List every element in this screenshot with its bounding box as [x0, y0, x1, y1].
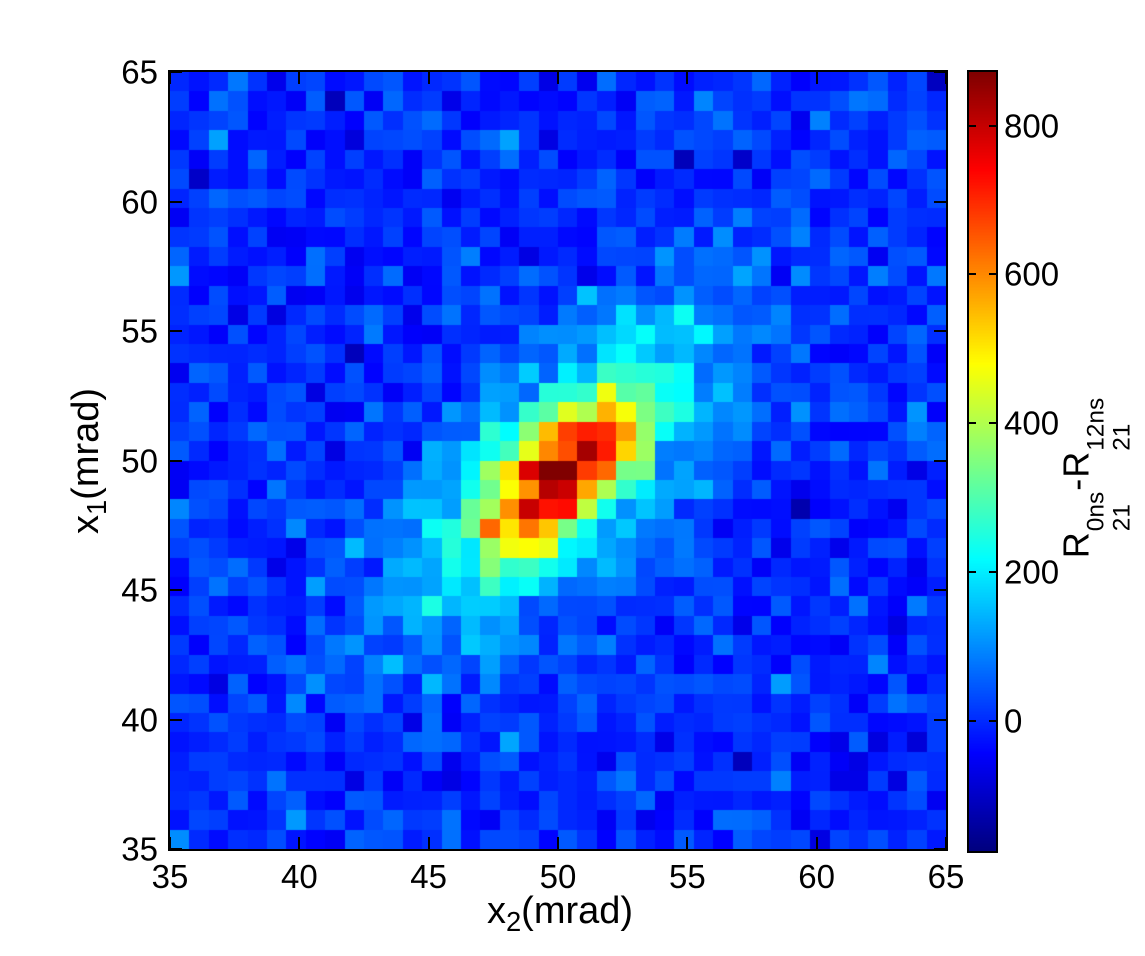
colorbar-label-term1-base: R	[1055, 532, 1097, 559]
tick-mark	[170, 848, 182, 850]
tick-mark	[934, 718, 946, 721]
tick-mark	[427, 837, 430, 849]
colorbar-tick-label: 200	[1004, 553, 1060, 591]
colorbar-label-term1-sub: 21	[1108, 504, 1136, 532]
colorbar-label-term2-base: R	[1055, 451, 1097, 478]
tick-mark	[686, 72, 689, 84]
tick-mark	[989, 124, 996, 127]
y-tick-label: 60	[121, 183, 158, 220]
y-axis-label-unit: (mrad)	[65, 387, 107, 500]
y-axis-label: x1(mrad)	[65, 387, 112, 535]
tick-mark	[945, 72, 947, 84]
colorbar-label-term1-sup: 0ns	[1082, 491, 1110, 532]
tick-mark	[969, 570, 976, 573]
x-tick-label: 50	[539, 858, 577, 895]
tick-mark	[427, 72, 430, 84]
tick-mark	[170, 459, 182, 462]
tick-mark	[989, 719, 996, 722]
tick-mark	[945, 837, 947, 849]
colorbar-tick-label: 400	[1004, 404, 1060, 442]
x-tick-label: 40	[280, 858, 318, 895]
tick-mark	[934, 848, 946, 850]
colorbar-label-term2-sup: 12ns	[1082, 397, 1110, 451]
tick-mark	[170, 589, 182, 591]
y-axis-label-base: x	[65, 515, 107, 535]
colorbar-tick-label: 600	[1004, 255, 1060, 293]
tick-mark	[934, 459, 946, 462]
tick-mark	[557, 72, 559, 84]
x-axis-label: x2(mrad)	[486, 890, 634, 935]
colorbar-gradient	[969, 72, 996, 851]
tick-mark	[298, 72, 301, 84]
tick-mark	[170, 718, 182, 721]
plot-area	[168, 70, 948, 851]
tick-mark	[815, 837, 818, 849]
y-tick-label: 40	[121, 701, 158, 738]
x-axis-label-unit: (mrad)	[521, 890, 634, 932]
y-tick-label: 55	[121, 312, 158, 350]
y-axis-label-subscript: 1	[80, 499, 112, 516]
tick-mark	[169, 72, 171, 84]
tick-mark	[934, 200, 946, 203]
x-tick-label: 65	[927, 858, 965, 895]
tick-mark	[989, 273, 996, 276]
tick-mark	[969, 124, 976, 127]
x-tick-label: 35	[151, 858, 189, 895]
tick-mark	[969, 273, 976, 276]
tick-mark	[298, 837, 301, 849]
y-tick-label: 65	[121, 53, 158, 91]
tick-mark	[169, 837, 171, 849]
colorbar-label-term2-sub: 21	[1108, 423, 1136, 451]
tick-mark	[934, 589, 946, 591]
y-tick-label: 50	[121, 442, 158, 479]
colorbar-label-operator: -	[1055, 478, 1097, 491]
tick-mark	[170, 200, 182, 203]
tick-mark	[969, 719, 976, 722]
tick-mark	[989, 422, 996, 425]
tick-mark	[969, 422, 976, 425]
tick-mark	[989, 570, 996, 573]
tick-mark	[170, 330, 182, 332]
y-tick-label: 45	[121, 571, 158, 609]
heatmap-canvas	[170, 72, 946, 849]
tick-mark	[934, 330, 946, 332]
y-tick-label: 35	[121, 830, 158, 868]
x-axis-label-base: x	[486, 890, 506, 932]
colorbar-label: R 0ns 21 -R 12ns 21	[1055, 397, 1136, 559]
x-tick-label: 60	[798, 858, 836, 895]
colorbar-tick-label: 800	[1004, 107, 1060, 145]
tick-mark	[934, 71, 946, 73]
tick-mark	[170, 71, 182, 73]
colorbar	[967, 70, 998, 853]
x-tick-label: 45	[410, 858, 448, 895]
tick-mark	[686, 837, 689, 849]
x-axis-label-subscript: 2	[505, 905, 522, 937]
tick-mark	[815, 72, 818, 84]
colorbar-tick-label: 0	[1004, 702, 1023, 740]
tick-mark	[557, 837, 559, 849]
x-tick-label: 55	[668, 858, 706, 895]
